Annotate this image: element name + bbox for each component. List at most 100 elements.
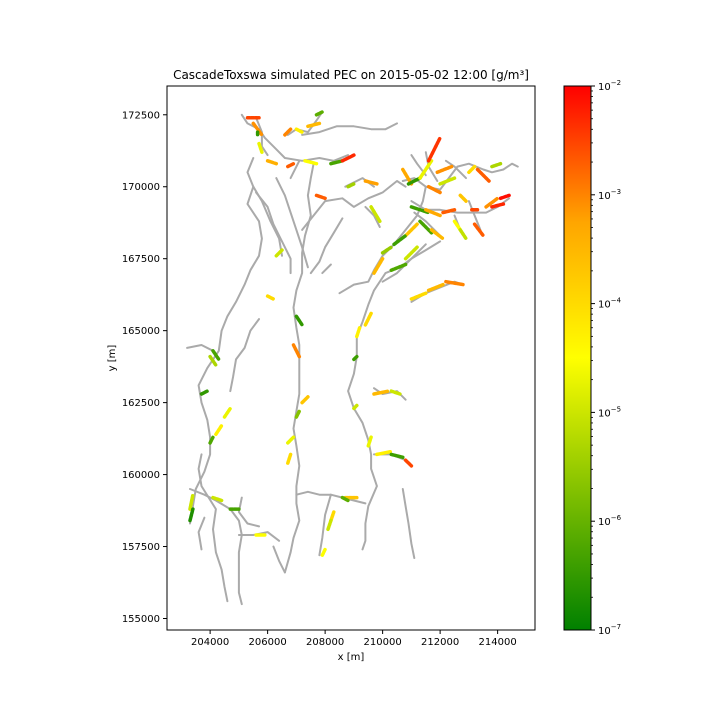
pec-segment: [366, 435, 373, 448]
stream-line: [289, 159, 301, 180]
colorbar-tick-label: 10−5: [598, 405, 621, 419]
colorbar-tick-label: 10−4: [598, 297, 622, 311]
pec-segment: [363, 311, 373, 327]
stream-line: [444, 159, 467, 180]
pec-segment: [294, 127, 304, 134]
y-axis-label: y [m]: [107, 345, 118, 372]
colorbar-tick-label: 10−7: [598, 623, 621, 637]
stream-line: [189, 157, 263, 525]
plot-frame: [166, 85, 536, 631]
pec-segment: [286, 452, 293, 465]
pec-segment: [438, 176, 457, 186]
pec-segment: [329, 159, 345, 166]
pec-segment: [265, 159, 279, 166]
pec-segment: [490, 202, 506, 209]
pec-segment: [265, 294, 276, 301]
pec-segment: [403, 458, 414, 468]
pec-segment: [389, 262, 408, 272]
pec-segment: [214, 423, 224, 437]
pec-segment: [372, 389, 391, 396]
pec-segment: [294, 314, 304, 327]
x-axis-label: x [m]: [338, 652, 365, 663]
x-tick-label: 210000: [364, 637, 402, 648]
pec-segment: [211, 495, 224, 503]
pec-segment: [346, 182, 356, 189]
pec-segment: [303, 159, 319, 166]
pec-segment: [369, 205, 382, 224]
pec-segment: [340, 153, 356, 163]
pec-segment: [326, 518, 333, 532]
stream-line: [186, 344, 214, 352]
pec-segment: [435, 164, 454, 175]
pec-segment: [375, 449, 394, 457]
pec-segment: [274, 248, 284, 258]
y-tick-label: 165000: [122, 326, 160, 337]
pec-segment: [475, 167, 491, 183]
stream-line: [401, 162, 519, 191]
y-tick-label: 157500: [122, 542, 160, 553]
pec-segment: [429, 228, 445, 241]
pec-segment: [490, 161, 503, 169]
stream-line: [255, 116, 269, 157]
pec-segment: [392, 233, 408, 247]
pec-segment: [314, 193, 327, 201]
y-tick-label: 170000: [122, 182, 160, 193]
x-tick-label: 206000: [249, 637, 287, 648]
pec-segment: [208, 435, 215, 445]
pec-segment: [372, 256, 385, 275]
pec-segment: [306, 121, 322, 129]
stream-line: [240, 113, 350, 162]
y-axis-ticks: 155000 157500 160000 162500 165000 167500 1700…: [122, 110, 167, 625]
colorbar-tick-label: 10−3: [598, 188, 621, 202]
colorbar-ticks: 10−7 10−6 10−5 10−4 10−3 10−2: [591, 79, 622, 637]
y-tick-label: 167500: [122, 254, 160, 265]
x-tick-label: 212000: [421, 637, 459, 648]
pec-segment: [426, 282, 445, 293]
pec-segment: [251, 121, 264, 137]
pec-segment: [352, 403, 359, 411]
pec-segment: [188, 507, 195, 523]
stream-line: [401, 488, 416, 559]
pec-segment: [498, 193, 511, 201]
stream-line: [321, 263, 332, 275]
stream-line: [255, 191, 292, 275]
stream-line: [197, 516, 206, 551]
pec-segment: [355, 326, 362, 339]
y-tick-label: 155000: [122, 614, 160, 625]
pec-segment: [199, 389, 210, 396]
pec-segment: [389, 389, 402, 396]
stream-line: [309, 217, 344, 275]
stream-line: [283, 162, 315, 574]
pec-segment: [300, 395, 310, 405]
pec-segment: [444, 279, 465, 287]
y-tick-label: 160000: [122, 470, 160, 481]
pec-segment: [403, 222, 419, 238]
pec-segment: [418, 219, 434, 235]
stream-line: [467, 200, 482, 231]
pec-segment: [257, 141, 264, 154]
stream-line: [237, 496, 260, 528]
stream-line: [252, 185, 283, 257]
pec-segment: [352, 354, 359, 362]
stream-line: [272, 545, 286, 574]
pec-segment: [409, 291, 428, 301]
pec-segments: [188, 110, 511, 557]
y-tick-label: 162500: [122, 398, 160, 409]
pec-segment: [340, 495, 350, 503]
stream-line: [324, 180, 407, 208]
stream-line: [318, 493, 332, 557]
pec-segment: [320, 547, 327, 557]
pec-segment: [211, 349, 221, 362]
stream-line: [364, 205, 381, 228]
stream-line: [301, 122, 398, 136]
colorbar-tick-label: 10−6: [598, 514, 622, 528]
pec-segment: [291, 343, 302, 359]
pec-segment: [441, 208, 457, 215]
pec-segment: [426, 184, 442, 195]
x-tick-label: 208000: [306, 637, 344, 648]
pec-segment: [484, 196, 500, 209]
stream-line: [229, 508, 243, 606]
pec-segment: [403, 245, 419, 261]
pec-segment: [283, 127, 293, 137]
